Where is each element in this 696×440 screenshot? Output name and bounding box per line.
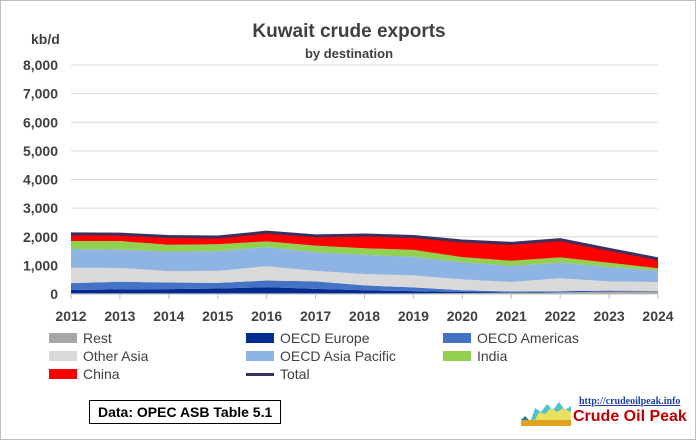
- legend-item: China: [49, 366, 120, 382]
- legend-label: Other Asia: [83, 348, 149, 364]
- legend-swatch: [246, 372, 274, 376]
- source-note: Data: OPEC ASB Table 5.1: [89, 400, 282, 424]
- logo-url-link[interactable]: http://crudeoilpeak.info: [579, 396, 681, 407]
- legend-swatch: [49, 369, 77, 379]
- x-tick-label: 2023: [594, 308, 625, 324]
- y-tick-label: 7,000: [23, 86, 58, 102]
- x-tick-label: 2024: [642, 308, 673, 324]
- x-tick-label: 2015: [202, 308, 233, 324]
- y-tick-label: 2,000: [23, 229, 58, 245]
- x-tick-label: 2019: [398, 308, 429, 324]
- legend-label: Total: [280, 366, 310, 382]
- area-oecd-asia-pacific: [71, 247, 658, 282]
- legend-label: OECD Asia Pacific: [280, 348, 396, 364]
- y-tick-label: 1,000: [23, 257, 58, 273]
- legend-item: Total: [246, 366, 310, 382]
- total-line: [70, 230, 659, 261]
- y-tick-label: 8,000: [23, 57, 58, 73]
- area-other-asia: [71, 266, 658, 292]
- y-tick-label: 0: [50, 286, 58, 302]
- legend-label: India: [477, 348, 508, 364]
- x-tick-label: 2020: [447, 308, 478, 324]
- plot-area: 0 1,000 2,000 3,000 4,000 5,000 6,000 7,000 8,00…: [23, 57, 674, 324]
- y-tick-label: 5,000: [23, 143, 58, 159]
- x-tick-label: 2016: [251, 308, 282, 324]
- chart-title: Kuwait crude exports: [252, 21, 446, 42]
- legend-label: OECD Europe: [280, 330, 370, 346]
- legend-swatch: [443, 333, 471, 343]
- x-tick-label: 2017: [300, 308, 331, 324]
- area-india: [71, 241, 658, 271]
- legend-swatch: [246, 333, 274, 343]
- y-tick-label: 3,000: [23, 200, 58, 216]
- legend-label: Rest: [83, 330, 112, 346]
- x-tick-label: 2022: [545, 308, 576, 324]
- area-oecd-americas: [71, 280, 658, 293]
- legend-swatch: [49, 333, 77, 343]
- legend-swatch: [49, 351, 77, 361]
- x-tick-label: 2021: [496, 308, 527, 324]
- legend-item: OECD Europe: [246, 330, 369, 346]
- legend-item: Rest: [49, 330, 112, 346]
- legend-item: Other Asia: [49, 348, 148, 364]
- legend-swatch: [246, 351, 274, 361]
- legend-swatch: [443, 351, 471, 361]
- legend-item: OECD Asia Pacific: [246, 348, 396, 364]
- legend-item: OECD Americas: [443, 330, 579, 346]
- legend-item: India: [443, 348, 507, 364]
- y-tick-label: 6,000: [23, 114, 58, 130]
- logo-brand-text: Crude Oil Peak: [573, 408, 687, 425]
- crude-oil-peak-logo: [521, 402, 571, 426]
- chart-subtitle: by destination: [304, 46, 394, 61]
- y-tick-label: 4,000: [23, 172, 58, 188]
- x-tick-label: 2012: [55, 308, 86, 324]
- legend-label: China: [83, 366, 120, 382]
- area-china: [71, 232, 658, 269]
- y-axis-label: kb/d: [31, 31, 60, 47]
- x-tick-label: 2014: [153, 308, 184, 324]
- x-tick-label: 2018: [349, 308, 380, 324]
- x-tick-label: 2013: [104, 308, 135, 324]
- legend-label: OECD Americas: [477, 330, 579, 346]
- area-rest: [71, 291, 658, 294]
